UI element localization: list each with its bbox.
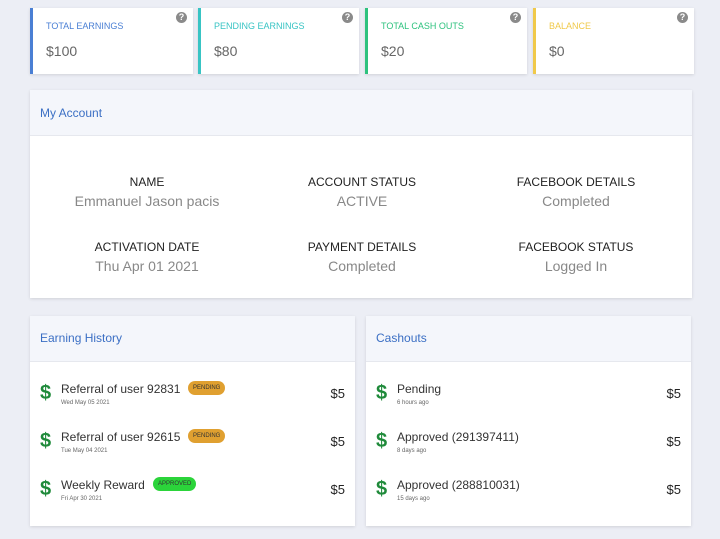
dollar-icon: $: [376, 478, 388, 500]
item-date: 15 days ago: [397, 496, 430, 502]
field-label: NAME: [129, 175, 165, 189]
stat-card: TOTAL CASH OUTS $20?: [365, 8, 527, 74]
field-value: Logged In: [544, 258, 608, 274]
card-header: [30, 316, 355, 362]
stat-label: TOTAL CASH OUTS: [381, 21, 464, 31]
stat-label: PENDING EARNINGS: [214, 21, 305, 31]
item-title: Pending: [397, 382, 442, 396]
card-header: [30, 90, 692, 136]
item-amount: $5: [666, 386, 681, 401]
item-date: Wed May 05 2021: [61, 400, 110, 406]
item-title: Approved (291397411): [397, 430, 519, 444]
item-title: Weekly Reward: [61, 478, 145, 492]
stat-card: PENDING EARNINGS $80?: [198, 8, 359, 74]
field-label: ACCOUNT STATUS: [307, 175, 416, 189]
item-amount: $5: [666, 482, 681, 497]
help-icon: ?: [342, 12, 353, 23]
item-date: Fri Apr 30 2021: [61, 496, 103, 502]
stat-card: TOTAL EARNINGS $100?: [30, 8, 193, 74]
field-label: FACEBOOK STATUS: [518, 240, 634, 254]
item-amount: $5: [330, 386, 345, 401]
card-title: My Account: [40, 106, 103, 120]
item-amount: $5: [330, 482, 345, 497]
stat-label: BALANCE: [549, 21, 592, 31]
item-title: Referral of user 92615: [61, 430, 181, 444]
help-icon: ?: [510, 12, 521, 23]
item-title: Approved (288810031): [397, 478, 520, 492]
field-label: ACTIVATION DATE: [94, 240, 200, 254]
item-amount: $5: [330, 434, 345, 449]
dollar-icon: $: [40, 430, 52, 452]
item-date: 8 days ago: [397, 448, 427, 454]
dollar-icon: $: [40, 382, 52, 404]
card-title: Earning History: [40, 331, 123, 345]
stat-value: $100: [46, 43, 78, 59]
item-date: Tue May 04 2021: [61, 448, 108, 454]
help-icon: ?: [677, 12, 688, 23]
field-value: Thu Apr 01 2021: [95, 258, 199, 274]
status-badge: APPROVED: [153, 477, 197, 491]
item-title: Referral of user 92831: [61, 382, 181, 396]
cashouts-card: Cashouts $ Pending 6 hours ago $5 $ Approved (…: [366, 316, 691, 526]
card-title: Cashouts: [376, 331, 427, 345]
stat-value: $80: [214, 43, 238, 59]
field-label: FACEBOOK DETAILS: [516, 175, 636, 189]
stat-label: TOTAL EARNINGS: [46, 21, 124, 31]
help-icon: ?: [176, 12, 187, 23]
status-badge: PENDING: [188, 381, 226, 395]
card-header: [366, 316, 691, 362]
dollar-icon: $: [40, 478, 52, 500]
earnings-card: Earning History $ Referral of user 92831 PE…: [30, 316, 355, 526]
field-label: PAYMENT DETAILS: [307, 240, 417, 254]
item-date: 6 hours ago: [397, 400, 429, 406]
status-badge: PENDING: [188, 429, 226, 443]
stat-value: $0: [549, 43, 565, 59]
item-amount: $5: [666, 434, 681, 449]
dollar-icon: $: [376, 430, 388, 452]
field-value: ACTIVE: [336, 193, 388, 209]
field-value: Emmanuel Jason pacis: [74, 193, 220, 209]
field-value: Completed: [328, 258, 396, 274]
dollar-icon: $: [376, 382, 388, 404]
stat-value: $20: [381, 43, 405, 59]
stat-card: BALANCE $0?: [533, 8, 694, 74]
account-card: My Account NAME Emmanuel Jason pacis ACCOUN…: [30, 90, 692, 298]
field-value: Completed: [542, 193, 610, 209]
